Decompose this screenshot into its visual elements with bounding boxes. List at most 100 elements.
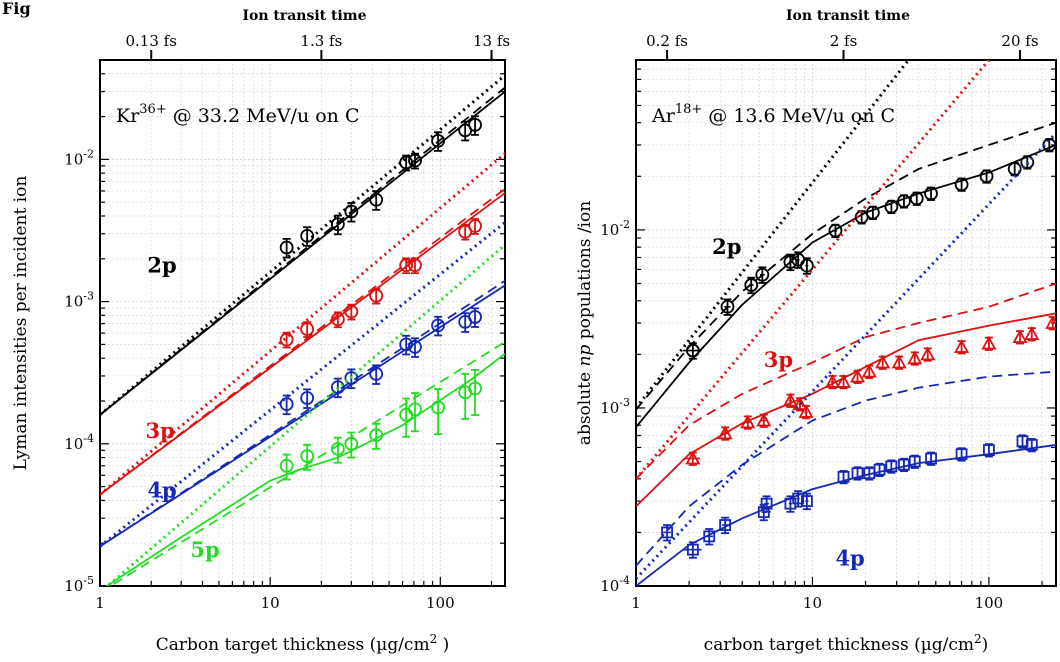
data-point: [279, 331, 294, 349]
marker-triangle: [849, 368, 866, 383]
series-label-5p: 5p: [190, 537, 219, 562]
marker-circle: [431, 318, 445, 333]
series-label-3p: 3p: [764, 347, 793, 372]
marker-circle: [431, 400, 445, 415]
data-point: [897, 194, 911, 209]
marker-square: [851, 467, 864, 480]
data-point: [684, 450, 701, 466]
data-point: [875, 354, 891, 370]
marker-circle: [979, 169, 994, 184]
series-line-dashed: [636, 370, 1056, 567]
marker-circle: [279, 240, 294, 255]
marker-triangle: [981, 335, 997, 350]
data-point: [908, 454, 921, 469]
top-axis-tick-label: 0.2 fs: [646, 32, 688, 50]
data-point: [279, 394, 294, 416]
marker-square: [661, 526, 673, 539]
data-point: [300, 226, 315, 247]
data-point: [369, 287, 384, 305]
marker-circle: [399, 155, 414, 170]
series-label-2p: 2p: [712, 234, 741, 259]
data-point: [344, 368, 359, 389]
data-point: [782, 392, 798, 408]
data-point: [330, 436, 345, 464]
series-line-dotted: [636, 60, 991, 480]
marker-circle: [720, 299, 735, 314]
marker-square: [792, 492, 805, 505]
data-point: [783, 253, 798, 272]
marker-circle: [828, 223, 843, 238]
data-point: [1024, 326, 1040, 342]
top-axis-tick-label: 0.13 fs: [126, 32, 177, 50]
marker-triangle: [740, 414, 756, 429]
series-line-solid: [636, 312, 1056, 508]
marker-triangle: [1024, 326, 1040, 340]
marker-circle: [924, 186, 938, 201]
marker-circle: [330, 442, 345, 456]
data-point: [717, 425, 733, 441]
data-point: [884, 199, 899, 215]
data-point: [1012, 329, 1028, 345]
x-tick-label: 100: [426, 594, 455, 612]
marker-square: [925, 452, 937, 465]
grid: [636, 60, 1056, 586]
marker-circle: [408, 340, 422, 354]
data-point: [431, 131, 445, 152]
plot-area: [636, 60, 1056, 586]
marker-triangle: [717, 425, 733, 440]
data-point: [924, 186, 938, 201]
y-tick-label: 10-4: [64, 432, 94, 453]
data-point: [661, 524, 673, 542]
series-line-dashed: [108, 341, 505, 586]
marker-circle: [369, 288, 384, 303]
marker-square: [885, 460, 898, 473]
data-point: [798, 404, 814, 420]
data-point: [683, 541, 702, 559]
y-tick-label: 10-2: [64, 147, 94, 168]
marker-circle: [330, 217, 345, 232]
data-point: [1045, 315, 1056, 331]
data-point: [399, 154, 414, 172]
marker-triangle: [685, 450, 701, 465]
marker-circle: [300, 449, 315, 463]
data-point: [828, 223, 843, 239]
marker-square: [837, 470, 850, 483]
x-tick-label: 1: [95, 594, 105, 612]
data-point: [408, 392, 422, 433]
data-point: [955, 447, 968, 462]
series-3p: [636, 60, 1056, 508]
data-point: [458, 372, 473, 420]
data-point: [909, 191, 924, 206]
right-chart: 1 10 100 10-4 10-3 10-2 Ion transit time 0.2 fs…: [575, 8, 1057, 655]
series-2p: [636, 60, 1056, 428]
marker-circle: [799, 258, 814, 273]
marker-triangle: [954, 339, 970, 353]
data-point: [885, 459, 898, 474]
marker-circle: [330, 380, 345, 395]
panel-annotation: Ar18+ @ 13.6 MeV/u on C: [651, 102, 895, 127]
marker-triangle: [1045, 315, 1056, 329]
marker-circle: [408, 402, 422, 417]
figure-label: Fig: [2, 0, 31, 18]
data-point: [344, 431, 359, 459]
y-tick-label: 10-2: [600, 218, 630, 239]
marker-triangle: [798, 404, 814, 418]
marker-circle: [783, 255, 798, 269]
series-line-dotted: [636, 132, 1056, 580]
data-point: [408, 257, 422, 275]
data-point: [369, 423, 384, 450]
series-4p: [636, 132, 1056, 586]
data-point: [744, 276, 759, 295]
data-point: [1007, 162, 1022, 177]
marker-circle: [369, 367, 384, 381]
marker-triangle: [792, 396, 808, 411]
data-point: [979, 169, 994, 184]
data-point: [330, 311, 345, 329]
data-point: [983, 443, 995, 458]
marker-square: [908, 455, 921, 468]
series-line-solid: [636, 144, 1056, 428]
marker-circle: [884, 199, 899, 214]
data-point: [760, 495, 773, 513]
data-point: [399, 257, 414, 275]
series-label-4p: 4p: [147, 477, 176, 502]
